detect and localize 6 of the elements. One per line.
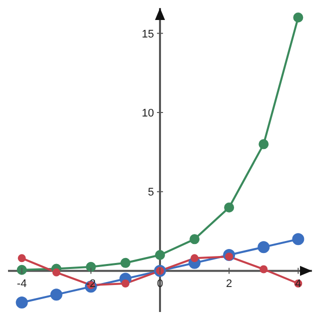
x-tick-label: 2 [226, 278, 232, 290]
x-tick-label: 4 [295, 278, 302, 290]
y-tick-label: 10 [142, 108, 154, 120]
x-tick-label: -4 [16, 278, 27, 290]
y-tick-label: 5 [148, 186, 154, 199]
y-tick-label: 15 [142, 28, 154, 40]
